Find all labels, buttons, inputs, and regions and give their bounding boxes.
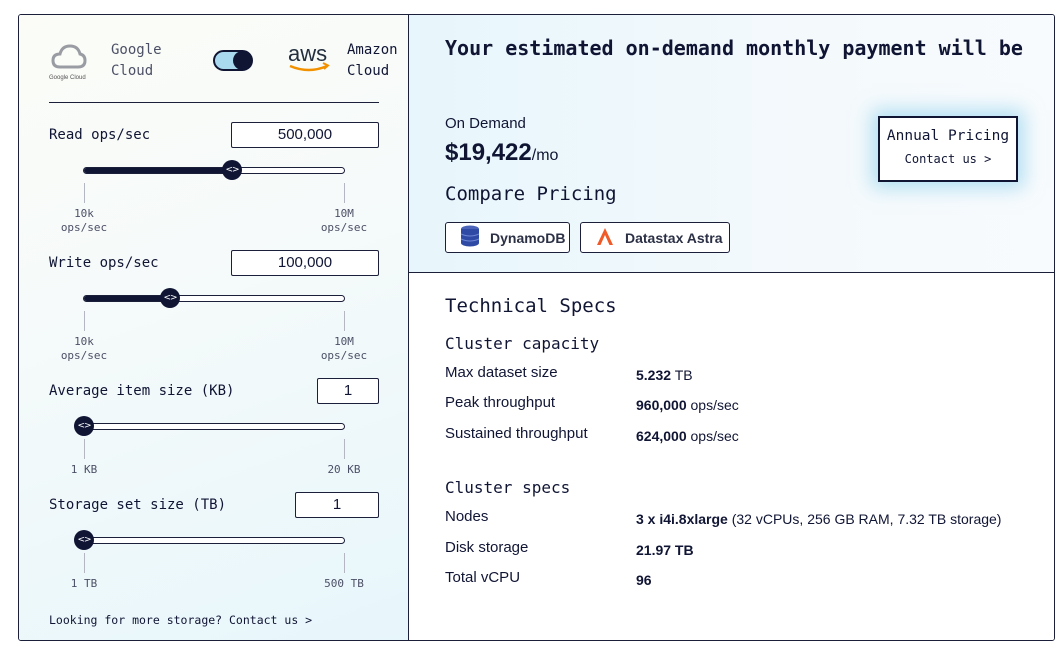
tick-mark	[84, 553, 85, 573]
item-size-slider-handle[interactable]: <>	[74, 416, 94, 436]
price-amount: $19,422	[445, 139, 532, 166]
item-size-input[interactable]: 1	[317, 378, 379, 404]
spec-unit: TB	[674, 367, 693, 383]
pricing-panel: Your estimated on-demand monthly payment…	[409, 15, 1054, 273]
write-ops-slider-fill	[84, 296, 170, 301]
spec-value-max-dataset: 5.232 TB	[636, 367, 693, 383]
spec-value-sustained-throughput: 624,000 ops/sec	[636, 428, 739, 444]
compare-dynamodb-button[interactable]: DynamoDB	[445, 222, 570, 253]
annual-pricing-card[interactable]: Annual Pricing Contact us >	[878, 116, 1018, 182]
spec-key-total-vcpu: Total vCPU	[445, 569, 521, 586]
read-ops-slider[interactable]: <>	[83, 160, 345, 180]
item-size-min-label: 1 KB	[70, 463, 98, 476]
aws-logo-icon[interactable]: aws	[287, 41, 333, 77]
amazon-cloud-label[interactable]: Amazon Cloud	[347, 42, 398, 79]
read-ops-label: Read ops/sec	[49, 127, 151, 143]
item-size-max-label: 20 KB	[327, 463, 361, 476]
cluster-specs-title: Cluster specs	[445, 478, 571, 497]
storage-size-slider[interactable]: <>	[74, 530, 345, 550]
compare-astra-label: Datastax Astra	[625, 229, 723, 246]
spec-value-peak-throughput: 960,000 ops/sec	[636, 397, 739, 413]
write-ops-label: Write ops/sec	[49, 255, 159, 271]
spec-key-disk-storage: Disk storage	[445, 539, 529, 556]
spec-number: 21.97 TB	[636, 542, 694, 558]
datastax-astra-icon	[595, 226, 615, 249]
annual-pricing-title: Annual Pricing	[886, 128, 1010, 144]
spec-value-total-vcpu: 96	[636, 572, 652, 588]
storage-size-slider-handle[interactable]: <>	[74, 530, 94, 550]
tick-mark	[84, 183, 85, 203]
price-unit: /mo	[531, 147, 559, 164]
aws-logo-text: aws	[288, 41, 327, 66]
spec-value-disk-storage: 21.97 TB	[636, 542, 694, 558]
read-ops-min-label: 10k ops/sec	[60, 207, 108, 234]
cluster-capacity-title: Cluster capacity	[445, 334, 600, 353]
write-ops-input[interactable]: 100,000	[231, 250, 379, 276]
tick-mark	[84, 311, 85, 331]
dynamodb-icon	[460, 225, 480, 250]
spec-number: 624,000	[636, 428, 687, 444]
calculator-frame: Google Cloud Google Cloud aws Amazon Clo…	[18, 14, 1055, 641]
provider-toggle[interactable]	[213, 50, 253, 71]
storage-size-min-label: 1 TB	[70, 577, 98, 590]
google-cloud-logo-caption: Google Cloud	[49, 75, 86, 81]
spec-key-sustained-throughput: Sustained throughput	[445, 425, 588, 442]
google-cloud-label[interactable]: Google Cloud	[111, 42, 162, 79]
spec-number: 3 x i4i.8xlarge	[636, 511, 728, 527]
annual-contact-link[interactable]: Contact us >	[904, 152, 992, 166]
spec-number: 960,000	[636, 397, 687, 413]
tick-mark	[344, 183, 345, 203]
spec-number: 5.232	[636, 367, 672, 383]
google-cloud-logo-icon[interactable]	[51, 43, 91, 83]
spec-key-max-dataset: Max dataset size	[445, 364, 558, 381]
write-ops-min-label: 10k ops/sec	[60, 335, 108, 362]
write-ops-max-label: 10M ops/sec	[320, 335, 368, 362]
tick-mark	[344, 553, 345, 573]
read-ops-slider-fill	[84, 168, 232, 173]
item-size-slider[interactable]: <>	[74, 416, 345, 436]
estimate-headline: Your estimated on-demand monthly payment…	[445, 36, 1023, 60]
tick-mark	[84, 439, 85, 459]
tick-mark	[344, 439, 345, 459]
read-ops-max-label: 10M ops/sec	[320, 207, 368, 234]
spec-number: 96	[636, 572, 652, 588]
storage-size-label: Storage set size (TB)	[49, 497, 227, 513]
storage-size-input[interactable]: 1	[295, 492, 379, 518]
spec-unit: ops/sec	[690, 397, 739, 413]
write-ops-slider-handle[interactable]: <>	[160, 288, 180, 308]
technical-specs-title: Technical Specs	[445, 295, 617, 317]
compare-astra-button[interactable]: Datastax Astra	[580, 222, 730, 253]
spec-value-nodes: 3 x i4i.8xlarge (32 vCPUs, 256 GB RAM, 7…	[636, 511, 1001, 527]
spec-unit: (32 vCPUs, 256 GB RAM, 7.32 TB storage)	[731, 511, 1002, 527]
more-storage-contact-link[interactable]: Looking for more storage? Contact us >	[49, 613, 313, 627]
input-panel: Google Cloud Google Cloud aws Amazon Clo…	[19, 15, 409, 640]
read-ops-slider-handle[interactable]: <>	[222, 160, 242, 180]
toggle-knob	[233, 51, 252, 70]
item-size-label: Average item size (KB)	[49, 383, 235, 399]
compare-dynamodb-label: DynamoDB	[490, 229, 566, 246]
storage-size-max-label: 500 TB	[324, 577, 364, 590]
on-demand-price: $19,422/mo	[445, 139, 558, 167]
compare-pricing-title: Compare Pricing	[445, 183, 617, 205]
tick-mark	[344, 311, 345, 331]
on-demand-label: On Demand	[445, 115, 526, 132]
read-ops-input[interactable]: 500,000	[231, 122, 379, 148]
spec-unit: ops/sec	[690, 428, 739, 444]
write-ops-slider[interactable]: <>	[83, 288, 345, 308]
divider	[49, 102, 379, 103]
spec-key-nodes: Nodes	[445, 508, 489, 525]
spec-key-peak-throughput: Peak throughput	[445, 394, 556, 411]
technical-specs-panel: Technical Specs Cluster capacity Max dat…	[409, 273, 1054, 640]
